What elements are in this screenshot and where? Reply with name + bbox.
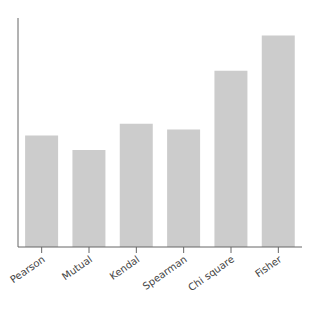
svg-text:Chi square: Chi square [186,253,236,293]
svg-text:Spearman: Spearman [141,253,189,291]
svg-text:Pearson: Pearson [8,253,47,285]
svg-text:Kendal: Kendal [108,253,142,281]
svg-text:Mutual: Mutual [60,253,94,282]
svg-text:Fisher: Fisher [253,253,284,280]
